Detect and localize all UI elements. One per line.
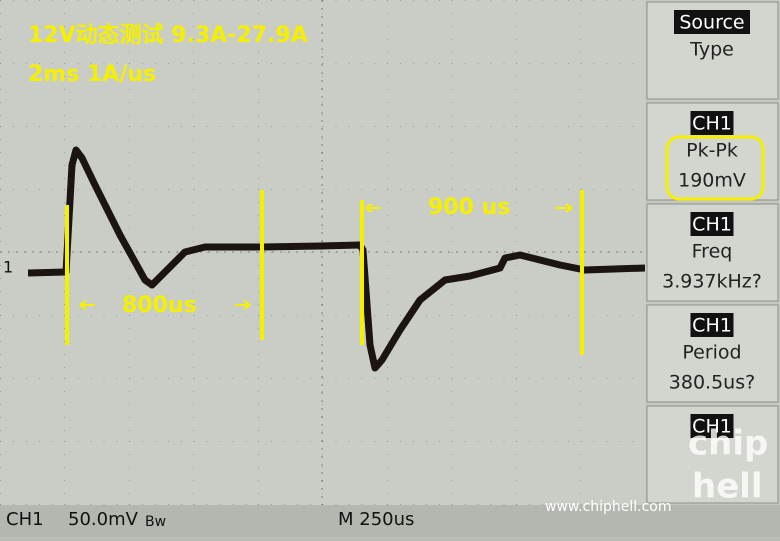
subtitle: 2ms 1A/us	[28, 62, 156, 87]
menu-header: CH1	[692, 113, 732, 135]
status-channel: CH1	[6, 509, 44, 530]
menu-line: Pk-Pk	[686, 140, 738, 162]
watermark-logo: chip	[688, 424, 768, 464]
menu-line: Type	[689, 39, 734, 61]
menu-line: 3.937kHz?	[662, 271, 762, 293]
menu-line: 190mV	[678, 170, 746, 192]
menu-header-bg	[690, 111, 734, 135]
status-bandwidth: Bw	[145, 514, 166, 530]
menu-header: CH1	[692, 214, 732, 236]
menu-line: Period	[682, 342, 741, 364]
menu-header-bg	[690, 414, 734, 438]
menu-header: CH1	[692, 315, 732, 337]
watermark-url: www.chiphell.com	[545, 499, 671, 515]
annotation: 900 us	[428, 195, 510, 220]
status-scale: 50.0mV	[68, 509, 139, 530]
menu-line: 380.5us?	[669, 372, 755, 394]
arrows	[79, 203, 573, 310]
status-bar	[0, 505, 780, 537]
menu-header: Source	[679, 12, 744, 34]
title: 12V动态测试 9.3A-27.9A	[28, 22, 308, 48]
highlight	[665, 135, 765, 201]
menu-header: CH1	[692, 416, 732, 438]
menu-header-bg	[690, 212, 734, 236]
menu-line: Freq	[692, 241, 733, 263]
status-timebase: M 250us	[338, 509, 414, 530]
watermark-logo: hell	[692, 467, 763, 507]
annotation: 800us	[122, 293, 197, 318]
menu-header-bg	[690, 313, 734, 337]
menu-header-bg	[674, 10, 750, 34]
cursors	[65, 190, 584, 355]
channel-marker: 1	[3, 258, 13, 277]
